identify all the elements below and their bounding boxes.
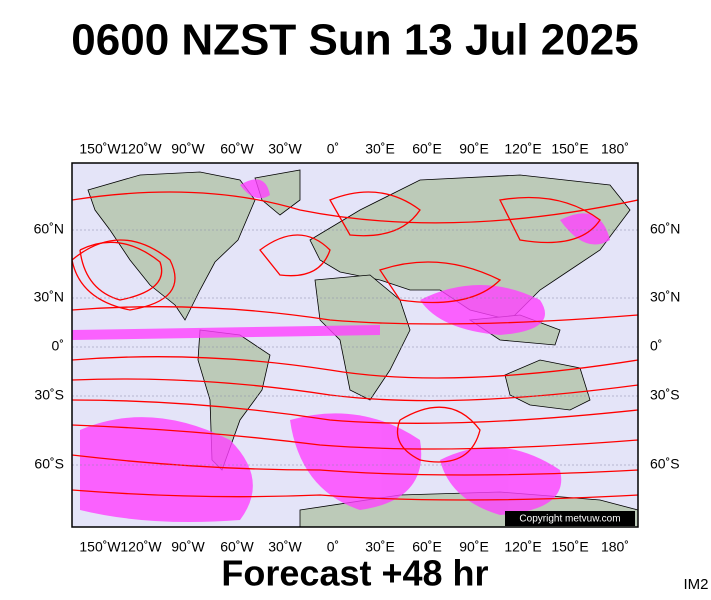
longitude-label: 150˚E <box>551 539 588 555</box>
isobars <box>72 191 638 501</box>
longitude-label: 120˚W <box>120 141 162 157</box>
latitude-label: 60˚N <box>650 221 680 237</box>
map-layers <box>72 169 638 527</box>
latitude-label: 60˚S <box>34 456 64 472</box>
longitude-label: 120˚E <box>504 141 541 157</box>
longitude-label: 150˚W <box>79 141 121 157</box>
longitude-label: 90˚W <box>171 141 205 157</box>
title: 0600 NZST Sun 13 Jul 2025 <box>71 16 638 65</box>
corner-label: IM2 <box>683 576 708 593</box>
longitude-label: 150˚E <box>551 141 588 157</box>
map: Copyright metvuw.com <box>71 162 639 528</box>
longitude-label: 120˚E <box>504 539 541 555</box>
latitude-label: 30˚S <box>34 387 64 403</box>
longitude-label: 30˚W <box>268 539 302 555</box>
copyright: Copyright metvuw.com <box>519 514 620 525</box>
longitude-label: 0˚ <box>327 141 339 157</box>
longitude-label: 180˚ <box>601 539 629 555</box>
map-frame <box>71 162 639 528</box>
longitude-label: 0˚ <box>327 539 339 555</box>
longitude-label: 90˚W <box>171 539 205 555</box>
longitude-label: 60˚E <box>412 141 442 157</box>
latitude-label: 0˚ <box>52 338 64 354</box>
longitude-label: 30˚E <box>365 539 395 555</box>
longitude-label: 60˚W <box>220 539 254 555</box>
forecast-label: Forecast +48 hr <box>221 553 488 594</box>
longitude-label: 30˚E <box>365 141 395 157</box>
longitude-label: 30˚W <box>268 141 302 157</box>
longitude-label: 150˚W <box>79 539 121 555</box>
latitude-label: 30˚S <box>650 387 680 403</box>
copyright-box <box>505 511 635 526</box>
latitude-label: 60˚S <box>650 456 680 472</box>
latitude-label: 30˚N <box>650 289 680 305</box>
latitude-label: 30˚N <box>34 289 64 305</box>
latitude-label: 0˚ <box>650 338 662 354</box>
longitude-label: 60˚E <box>412 539 442 555</box>
longitude-label: 180˚ <box>601 141 629 157</box>
longitude-label: 90˚E <box>459 141 489 157</box>
longitude-label: 90˚E <box>459 539 489 555</box>
longitude-label: 120˚W <box>120 539 162 555</box>
longitude-label: 60˚W <box>220 141 254 157</box>
latitude-label: 60˚N <box>34 221 64 237</box>
